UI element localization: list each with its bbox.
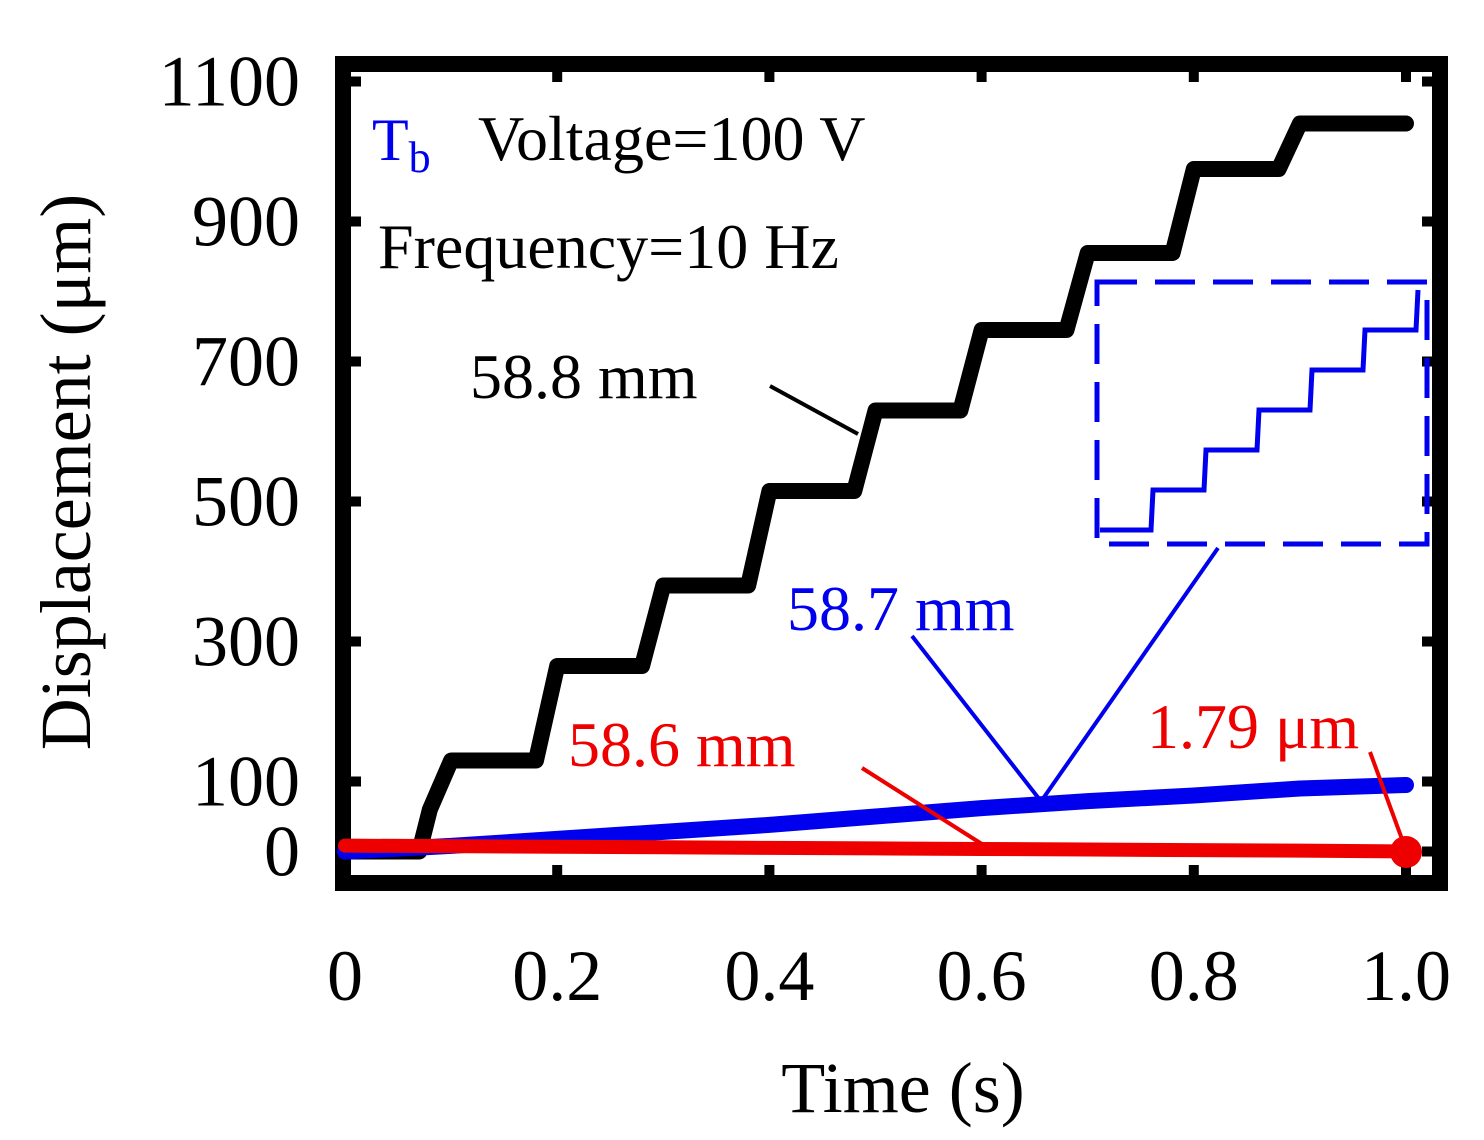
series-label-blue: 58.7 mm <box>787 573 1015 644</box>
x-tick-label-1: 0.2 <box>512 936 602 1016</box>
y-tick-label-5: 900 <box>192 182 300 262</box>
tb-subscript: b <box>409 133 431 182</box>
y-tick-label-0: 0 <box>264 812 300 892</box>
voltage-annotation: Voltage=100 V <box>478 103 866 174</box>
series-line-0 <box>337 115 1414 860</box>
series-line-2 <box>338 838 1413 859</box>
inset-box <box>1094 279 1430 547</box>
x-tick-labels: 0 0.2 0.4 0.6 0.8 1.0 <box>327 936 1451 1016</box>
series-end-label-red: 1.79 μm <box>1147 691 1359 762</box>
y-tick-label-2: 300 <box>192 602 300 682</box>
x-tick-label-3: 0.6 <box>937 936 1027 1016</box>
label-connector-black <box>769 384 859 436</box>
series-label-black: 58.8 mm <box>470 341 698 412</box>
x-tick-label-0: 0 <box>327 936 363 1016</box>
red-end-marker <box>1390 836 1422 868</box>
inset-connector-left <box>1040 546 1220 802</box>
label-connector-red <box>860 766 987 848</box>
inset-staircase <box>1100 289 1421 533</box>
tb-label: Tb <box>372 107 431 182</box>
label-connector-blue <box>910 634 1042 802</box>
y-tick-label-3: 500 <box>192 462 300 542</box>
label-connector-red-end <box>1368 751 1408 851</box>
plot-frame <box>335 56 1448 891</box>
y-axis-label: Displacement (μm) <box>26 194 106 750</box>
series-label-red: 58.6 mm <box>568 709 796 780</box>
series-layer <box>337 115 1414 860</box>
y-tick-label-4: 700 <box>192 322 300 402</box>
x-tick-label-4: 0.8 <box>1149 936 1239 1016</box>
x-tick-label-5: 1.0 <box>1361 936 1451 1016</box>
y-tick-label-1: 100 <box>192 742 300 822</box>
x-tick-label-2: 0.4 <box>724 936 814 1016</box>
x-axis-label: Time (s) <box>781 1048 1024 1128</box>
frequency-annotation: Frequency=10 Hz <box>378 211 839 282</box>
y-tick-label-6: 1100 <box>159 42 300 122</box>
